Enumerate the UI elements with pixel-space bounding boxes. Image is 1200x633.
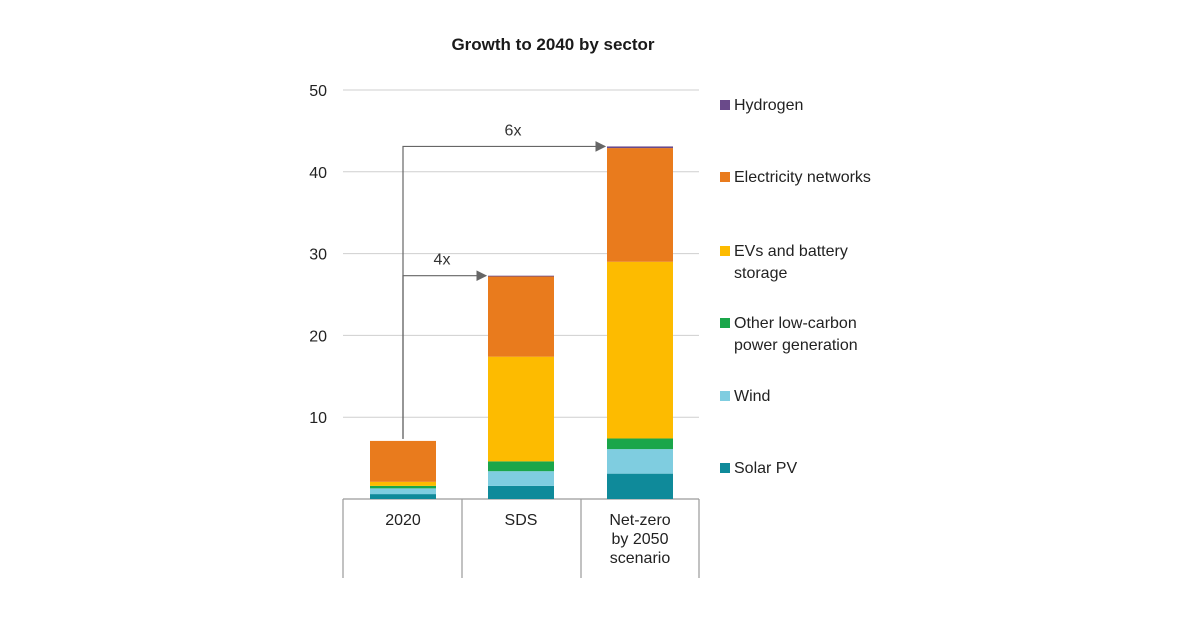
bar-segment [370, 485, 436, 489]
legend-label: storage [734, 265, 787, 282]
y-tick-label: 10 [309, 410, 327, 427]
bar-segment [488, 275, 554, 277]
bar-segment [607, 148, 673, 262]
bar-segment [488, 356, 554, 462]
legend-swatch [720, 172, 730, 182]
growth-label: 4x [434, 252, 451, 269]
growth-annotations: 4x 6x [402, 122, 607, 439]
legend-label: Wind [734, 388, 770, 405]
bar-segment [370, 494, 436, 499]
y-tick-label: 30 [309, 247, 327, 264]
legend-swatch [720, 391, 730, 401]
legend-label: EVs and battery [734, 243, 848, 260]
legend: Hydrogen Electricity networks EVs and batt… [720, 97, 871, 477]
bar-segment [607, 473, 673, 499]
legend-swatch [720, 463, 730, 473]
bar-segment [370, 481, 436, 486]
y-tick-label: 20 [309, 328, 327, 345]
bar-segment [607, 449, 673, 474]
category-label: 2020 [385, 512, 421, 529]
bar-segment [488, 471, 554, 486]
y-tick-label: 40 [309, 165, 327, 182]
legend-swatch [720, 100, 730, 110]
bar-segment [370, 440, 436, 482]
legend-swatch [720, 246, 730, 256]
bar-segment [607, 438, 673, 450]
bar-segment [370, 488, 436, 495]
legend-swatch [720, 318, 730, 328]
category-label: scenario [610, 550, 671, 567]
bar-segment [488, 461, 554, 472]
legend-label: Hydrogen [734, 97, 803, 114]
growth-arrow [402, 270, 488, 439]
bar-segment [488, 485, 554, 499]
y-axis-ticks: 10 20 30 40 50 [309, 83, 327, 427]
growth-label: 6x [505, 122, 522, 139]
x-axis-categories: 2020 SDS Net-zero by 2050 scenario [385, 512, 671, 567]
bar-segment [607, 146, 673, 149]
category-label: Net-zero [609, 512, 670, 529]
legend-label: Solar PV [734, 460, 797, 477]
bar-segment [607, 261, 673, 439]
category-label: SDS [505, 512, 538, 529]
legend-label: Electricity networks [734, 169, 871, 186]
legend-label: power generation [734, 337, 858, 354]
bar-segment [488, 276, 554, 357]
growth-arrow [402, 141, 607, 439]
y-tick-label: 50 [309, 83, 327, 100]
legend-label: Other low-carbon [734, 315, 857, 332]
bars [370, 146, 673, 499]
chart-title: Growth to 2040 by sector [451, 35, 654, 54]
category-label: by 2050 [612, 531, 669, 548]
